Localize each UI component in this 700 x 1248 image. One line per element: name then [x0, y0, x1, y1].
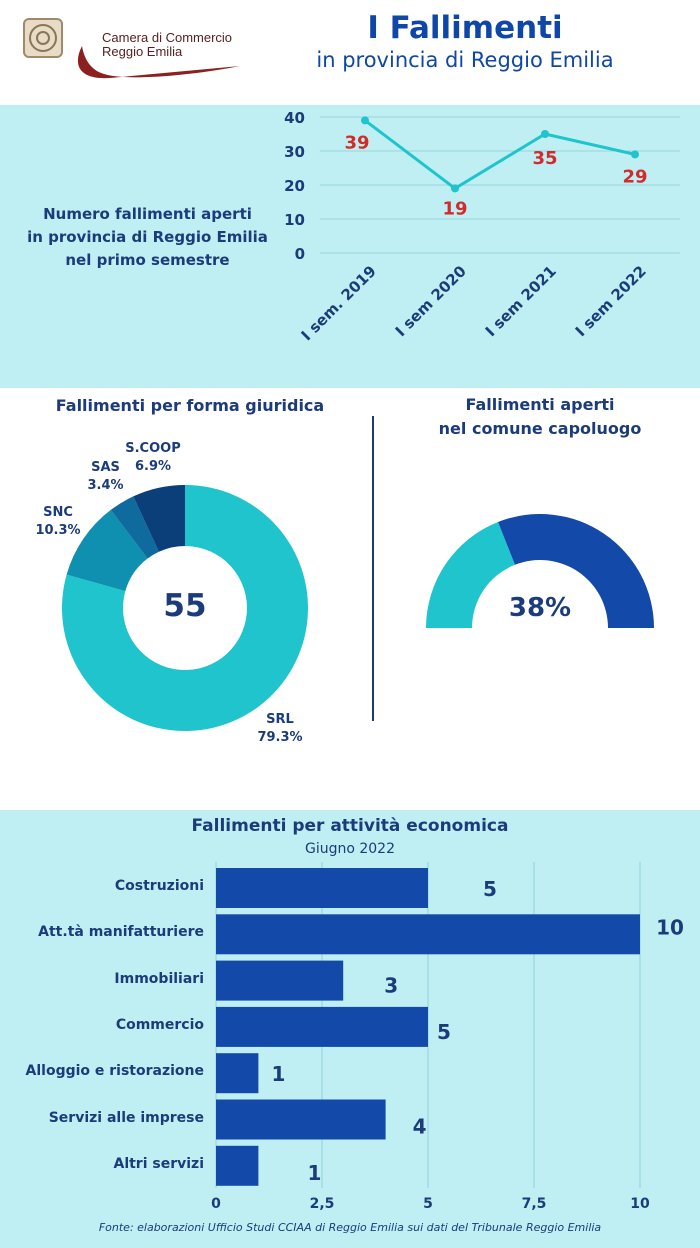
gauge-title-2: nel comune capoluogo [438, 419, 642, 438]
pie-value-sas: 3.4% [87, 478, 124, 493]
pie-name-srl: SRL [266, 712, 294, 727]
line-data-label: 39 [344, 132, 369, 153]
line-data-label: 29 [622, 166, 647, 187]
pie-value-snc: 10.3% [35, 523, 81, 538]
bar-title: Fallimenti per attività economica [191, 816, 509, 836]
bar-category-label: Att.tà manifatturiere [38, 924, 204, 941]
bar-subtitle: Giugno 2022 [304, 841, 395, 857]
donut-slice-sas [110, 496, 159, 559]
bar-data-label: 1 [271, 1062, 285, 1086]
section-divider [372, 416, 374, 721]
line-x-tick: I sem 2021 [482, 262, 560, 340]
bar [216, 1145, 259, 1186]
line-x-tick: I sem. 2019 [298, 262, 380, 344]
line-y-tick: 40 [284, 109, 305, 127]
line-point [541, 130, 549, 138]
pie-value-srl: 79.3% [257, 730, 303, 745]
gauge-value-segment [498, 514, 654, 628]
bar-x-tick: 10 [630, 1196, 650, 1212]
page-title: I Fallimenti [367, 10, 563, 46]
bar [216, 1099, 386, 1140]
bar-category-label: Altri servizi [113, 1155, 204, 1172]
bar-x-tick: 0 [211, 1196, 221, 1212]
bar-x-tick: 5 [423, 1196, 433, 1212]
pie-name-sas: SAS [91, 460, 120, 475]
bar-x-tick: 7,5 [522, 1196, 547, 1212]
pie-name-snc: SNC [43, 505, 73, 520]
donut-slice-snc [66, 509, 148, 592]
bar-category-label: Alloggio e ristorazione [25, 1063, 204, 1080]
bar [216, 960, 344, 1001]
logo-line1: Camera di Commercio [102, 30, 233, 45]
line-label-3: nel primo semestre [65, 251, 230, 269]
line-series [364, 119, 636, 191]
donut-title: Fallimenti per forma giuridica [55, 396, 325, 415]
line-point [631, 150, 639, 159]
logo-line2: Reggio Emilia [102, 44, 183, 59]
gauge-title: Fallimenti aperti nel comune capoluogo [390, 393, 690, 441]
pie-label-sas: SAS 3.4% [78, 459, 133, 495]
pie-label-snc: SNC 10.3% [28, 504, 88, 540]
page-subtitle: in provincia di Reggio Emilia [316, 48, 614, 72]
line-point [361, 116, 369, 125]
bar-data-label: 5 [483, 877, 497, 901]
bar-category-label: Immobiliari [114, 970, 204, 987]
pie-label-srl: SRL 79.3% [250, 711, 310, 747]
bar-data-label: 10 [656, 915, 684, 939]
gauge-chart [426, 514, 654, 628]
donut-slice-scoop [133, 485, 185, 552]
gauge-rest-segment [426, 522, 515, 628]
bar-data-label: 1 [307, 1161, 321, 1185]
bar-category-label: Servizi alle imprese [48, 1109, 204, 1126]
bar [216, 868, 428, 908]
bar-chart: 0 2,5 5 7,5 10 5 10 3 5 1 4 1 [211, 862, 684, 1212]
bar-data-label: 4 [413, 1115, 427, 1139]
line-x-tick: I sem 2022 [572, 262, 650, 340]
pie-value-scoop: 6.9% [134, 459, 172, 474]
bar-data-label: 3 [384, 974, 398, 998]
line-chart-label: Numero fallimenti aperti in provincia di… [15, 203, 280, 272]
line-data-label: 35 [532, 148, 557, 169]
line-y-tick: 20 [284, 177, 305, 195]
logo [20, 16, 245, 86]
pie-name-scoop: S.COOP [125, 441, 181, 456]
donut-chart [61, 485, 308, 731]
source-note: Fonte: elaborazioni Ufficio Studi CCIAA … [98, 1221, 602, 1234]
bar [216, 914, 640, 955]
bar-data-label: 5 [437, 1020, 451, 1044]
bar-category-label: Costruzioni [114, 878, 204, 894]
bar [216, 1053, 259, 1094]
gauge-value: 38% [508, 593, 572, 623]
donut-slice-srl [61, 485, 308, 731]
chamber-logo-icon [23, 18, 240, 79]
bar-x-tick: 2,5 [310, 1196, 335, 1212]
line-x-tick: I sem 2020 [392, 262, 470, 340]
line-label-2: in provincia di Reggio Emilia [27, 228, 268, 246]
bar-category-label: Commercio [115, 1016, 204, 1033]
line-y-tick: 30 [284, 143, 305, 161]
line-data-label: 19 [442, 198, 467, 219]
line-label-1: Numero fallimenti aperti [43, 205, 252, 223]
line-y-tick: 0 [295, 245, 305, 263]
line-y-tick: 10 [284, 211, 305, 229]
line-chart-band [0, 105, 700, 388]
gauge-title-1: Fallimenti aperti [465, 395, 615, 414]
donut-center-value: 55 [163, 588, 207, 624]
bar [216, 1006, 428, 1047]
pie-label-scoop: S.COOP 6.9% [118, 440, 188, 476]
line-point [451, 184, 459, 193]
